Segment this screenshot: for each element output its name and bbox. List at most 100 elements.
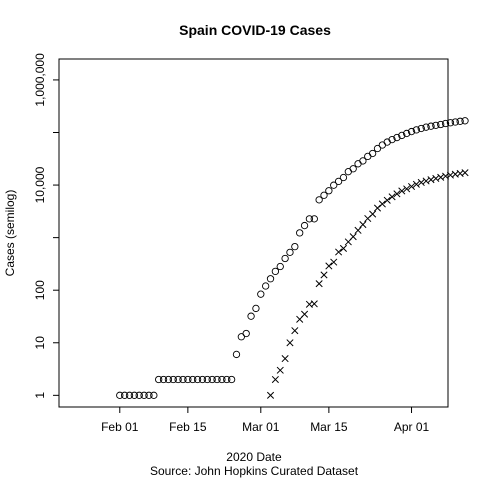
data-point	[378, 200, 386, 208]
x-tick-label: Apr 01	[394, 420, 430, 434]
data-point	[461, 169, 469, 177]
y-axis-label: Cases (semilog)	[3, 190, 17, 277]
data-point	[437, 120, 445, 129]
data-point	[441, 119, 450, 128]
data-point	[213, 375, 221, 384]
data-point	[334, 177, 343, 186]
x-axis: Feb 01 Feb 15 Mar 01 Mar 15 Apr 01	[101, 407, 430, 434]
data-point	[130, 391, 139, 399]
data-point	[262, 282, 270, 290]
y-tick-label: 100	[33, 280, 47, 300]
data-point	[330, 181, 338, 189]
data-point	[412, 126, 421, 134]
data-point	[383, 196, 391, 204]
data-point	[412, 180, 420, 188]
series-deaths	[266, 169, 469, 399]
data-point	[339, 244, 348, 252]
chart-title: Spain COVID-19 Cases	[179, 22, 331, 38]
data-point	[407, 182, 416, 191]
data-point	[373, 204, 382, 212]
data-point	[305, 215, 314, 223]
data-point	[398, 131, 406, 140]
data-point	[300, 221, 309, 230]
x-tick-label: Feb 15	[169, 420, 207, 434]
data-point	[155, 375, 163, 384]
data-point	[291, 327, 299, 335]
data-point	[189, 375, 197, 384]
data-point	[184, 375, 192, 384]
data-point	[296, 229, 304, 237]
data-point	[349, 233, 357, 241]
data-point	[159, 375, 168, 384]
data-point	[330, 258, 338, 266]
data-point	[120, 391, 129, 399]
y-tick-label: 10	[33, 336, 47, 350]
data-point	[208, 375, 216, 384]
data-point	[354, 160, 362, 168]
data-point	[422, 177, 430, 185]
data-point	[203, 375, 211, 384]
data-point	[320, 191, 328, 199]
data-point	[315, 280, 323, 288]
data-point	[266, 275, 275, 283]
data-point	[291, 242, 299, 251]
data-point	[320, 271, 328, 279]
data-point	[135, 391, 143, 399]
data-point	[169, 375, 177, 384]
data-point	[271, 375, 279, 384]
data-point	[281, 254, 289, 263]
data-point	[354, 226, 362, 234]
data-point	[140, 391, 148, 399]
data-point	[407, 127, 416, 136]
data-point	[339, 173, 348, 182]
data-point	[349, 165, 357, 173]
x-axis-label: 2020 Date	[226, 450, 282, 464]
data-point	[218, 375, 226, 384]
data-point	[393, 133, 401, 142]
data-point	[237, 333, 245, 341]
data-point	[417, 178, 425, 187]
data-point	[437, 173, 445, 181]
data-point	[403, 129, 411, 138]
y-tick-label: 1,000,000	[33, 53, 47, 107]
data-point	[422, 123, 430, 131]
data-point	[276, 366, 284, 374]
data-point	[179, 375, 187, 384]
data-point	[257, 290, 265, 298]
data-point	[310, 215, 318, 223]
plot-frame	[58, 58, 449, 408]
chart-caption: Source: John Hopkins Curated Dataset	[150, 464, 359, 478]
x-tick-label: Feb 01	[101, 420, 139, 434]
data-point	[461, 117, 469, 125]
data-point	[335, 248, 343, 256]
data-series	[116, 117, 469, 399]
data-point	[242, 329, 250, 338]
data-point	[301, 310, 309, 318]
data-point	[378, 141, 387, 149]
y-axis: 1 10 100 10,000 1,000,000	[33, 53, 59, 399]
data-point	[116, 391, 124, 399]
series-confirmed-cases	[116, 117, 469, 399]
data-point	[417, 124, 425, 133]
data-point	[232, 350, 241, 359]
data-point	[344, 168, 352, 176]
data-point	[456, 117, 464, 125]
data-point	[393, 190, 401, 198]
data-point	[388, 193, 396, 201]
data-point	[364, 152, 372, 161]
data-point	[193, 375, 202, 384]
data-point	[325, 187, 333, 195]
data-point	[369, 210, 377, 218]
data-point	[223, 375, 231, 384]
data-point	[145, 391, 153, 399]
data-point	[271, 267, 280, 276]
data-point	[359, 157, 367, 165]
data-point	[198, 375, 207, 384]
data-point	[310, 300, 318, 308]
data-point	[164, 375, 173, 384]
y-tick-label: 1	[33, 392, 47, 399]
data-point	[315, 196, 323, 204]
data-point	[398, 187, 406, 195]
data-point	[276, 262, 284, 271]
data-point	[359, 221, 367, 229]
